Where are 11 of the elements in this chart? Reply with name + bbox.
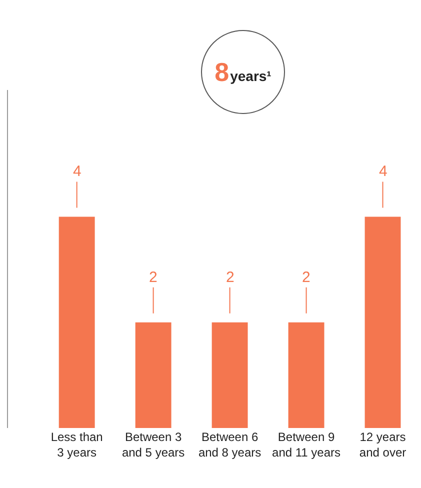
x-tick-label: Between 6 and 8 years [198, 430, 262, 460]
data-label: 2 [302, 269, 310, 286]
x-tick-label: 12 years and over [359, 430, 406, 460]
data-label: 2 [149, 269, 158, 286]
x-tick-label: Between 3 and 5 years [122, 430, 185, 460]
x-tick-label: Less than 3 years [50, 430, 103, 460]
x-tick-label: Between 9 and 11 years [272, 430, 341, 460]
circle-outline: 8years¹ [201, 30, 285, 114]
data-label: 4 [73, 163, 82, 180]
data-label: 4 [379, 163, 388, 180]
data-label: 2 [226, 269, 234, 286]
